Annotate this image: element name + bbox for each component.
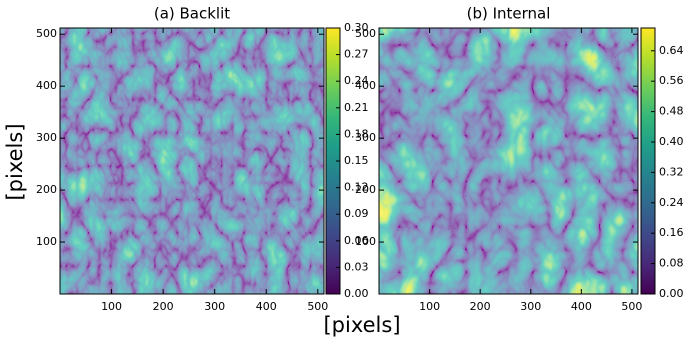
y-tick-label: 100: [36, 235, 57, 248]
colorbar-tick-label: 0.16: [659, 226, 684, 239]
axes-frame: [59, 27, 325, 295]
chart-title: (b) Internal: [467, 5, 551, 23]
colorbar-tick-label: 0.21: [344, 101, 369, 114]
colorbar-tick-label: 0.12: [344, 181, 369, 194]
x-tick-label: 400: [256, 300, 277, 313]
y-axis-label: [pixels]: [3, 123, 27, 200]
colorbar-tick-label: 0.56: [659, 74, 684, 87]
y-tick-label: 500: [36, 27, 57, 40]
x-tick-label: 100: [101, 300, 122, 313]
colorbar-tick-label: 0.30: [344, 21, 369, 34]
colorbar-tick-label: 0.15: [344, 154, 369, 167]
x-axis-label: [pixels]: [323, 313, 400, 337]
x-tick-label: 300: [520, 300, 541, 313]
heatmap-image: [60, 28, 324, 294]
colorbar-tick-label: 0.09: [344, 207, 369, 220]
colorbar-tick-label: 0.00: [344, 287, 369, 300]
x-tick-label: 100: [419, 300, 440, 313]
colorbar: [640, 27, 656, 295]
colorbar-tick-label: 0.18: [344, 127, 369, 140]
colorbar-tick-label: 0.32: [659, 165, 684, 178]
y-tick-label: 100: [355, 235, 376, 248]
colorbar-tick-label: 0.24: [659, 196, 684, 209]
x-tick-label: 400: [571, 300, 592, 313]
y-tick-label: 400: [355, 79, 376, 92]
colorbar-tick-label: 0.64: [659, 44, 684, 57]
colorbar-tick-label: 0.40: [659, 135, 684, 148]
colorbar-tick-label: 0.00: [659, 287, 684, 300]
axes-frame: [378, 27, 639, 295]
x-tick-label: 300: [204, 300, 225, 313]
colorbar-tick-label: 0.24: [344, 74, 369, 87]
colorbar-tick-label: 0.08: [659, 257, 684, 270]
colorbar-tick-label: 0.03: [344, 260, 369, 273]
y-tick-label: 200: [36, 183, 57, 196]
y-tick-label: 200: [355, 183, 376, 196]
colorbar-tick-label: 0.48: [659, 105, 684, 118]
chart-title: (a) Backlit: [154, 5, 230, 23]
y-tick-label: 400: [36, 79, 57, 92]
y-tick-label: 500: [355, 27, 376, 40]
colorbar-tick-label: 0.27: [344, 48, 369, 61]
y-tick-label: 300: [36, 131, 57, 144]
x-tick-label: 500: [621, 300, 642, 313]
heatmap-image: [379, 28, 638, 294]
x-tick-label: 200: [153, 300, 174, 313]
colorbar-tick-label: 0.06: [344, 234, 369, 247]
x-tick-label: 200: [470, 300, 491, 313]
x-tick-label: 500: [307, 300, 328, 313]
y-tick-label: 300: [355, 131, 376, 144]
